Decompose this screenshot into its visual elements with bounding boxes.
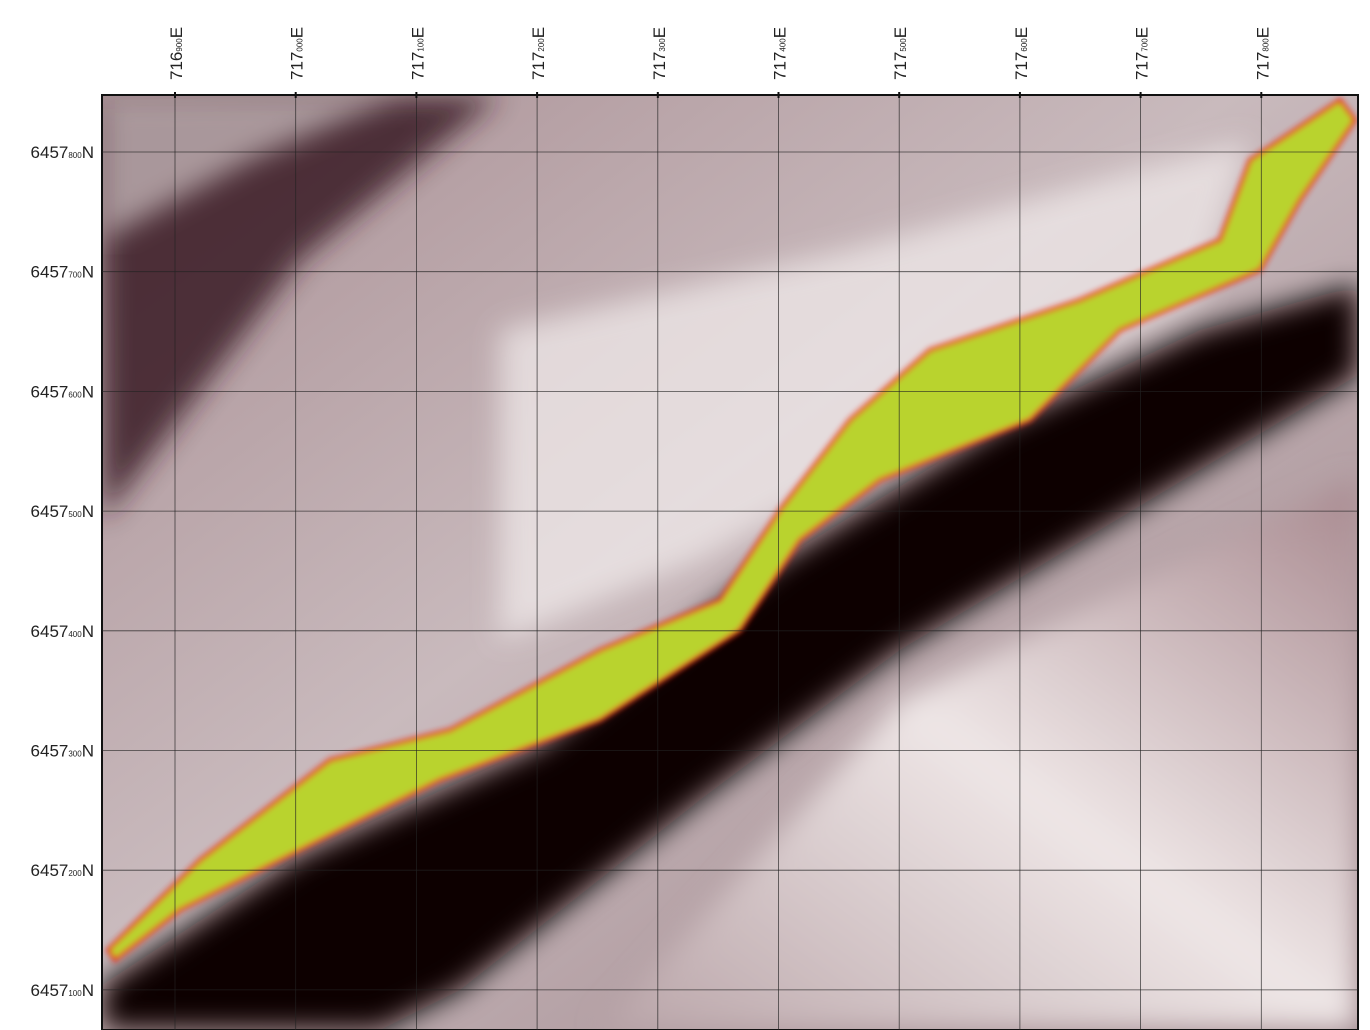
label-main: 717 — [650, 52, 669, 80]
label-main: 6457 — [31, 622, 69, 641]
grid-label: 717300E — [650, 27, 669, 80]
grid-label: 6457300N — [31, 742, 94, 761]
label-sup: 600 — [68, 390, 82, 399]
label-suffix: N — [82, 981, 94, 1000]
label-sup: 800 — [68, 151, 82, 160]
grid-label: 6457500N — [31, 502, 94, 521]
label-suffix: E — [288, 27, 307, 38]
grid-label: 717400E — [771, 27, 790, 80]
label-sup: 800 — [1261, 38, 1270, 52]
label-sup: 200 — [537, 38, 546, 52]
label-suffix: N — [82, 143, 94, 162]
label-main: 717 — [529, 52, 548, 80]
grid-label: 716900E — [167, 27, 186, 80]
label-main: 717 — [408, 52, 427, 80]
label-main: 717 — [891, 52, 910, 80]
label-sup: 300 — [68, 750, 82, 759]
label-main: 6457 — [31, 263, 69, 282]
grid-label: 717800E — [1253, 27, 1272, 80]
label-suffix: E — [1253, 27, 1272, 38]
label-sup: 400 — [68, 630, 82, 639]
label-main: 717 — [1133, 52, 1152, 80]
label-sup: 000 — [296, 38, 305, 52]
label-sup: 600 — [1020, 38, 1029, 52]
label-main: 6457 — [31, 143, 69, 162]
label-sup: 300 — [658, 38, 667, 52]
label-sup: 200 — [68, 869, 82, 878]
label-sup: 500 — [68, 510, 82, 519]
label-sup: 700 — [68, 271, 82, 280]
grid-label: 717000E — [288, 27, 307, 80]
label-sup: 100 — [416, 38, 425, 52]
grid-label: 6457100N — [31, 981, 94, 1000]
label-main: 717 — [771, 52, 790, 80]
label-suffix: E — [1012, 27, 1031, 38]
grid-label: 717700E — [1133, 27, 1152, 80]
label-main: 6457 — [31, 502, 69, 521]
label-suffix: E — [771, 27, 790, 38]
label-suffix: E — [408, 27, 427, 38]
grid-label: 6457200N — [31, 861, 94, 880]
label-suffix: N — [82, 263, 94, 282]
label-sup: 400 — [779, 38, 788, 52]
grid: 716900E717000E717100E717200E717300E71740… — [31, 27, 1358, 1030]
map-frame — [101, 94, 1359, 1030]
label-suffix: N — [82, 502, 94, 521]
grid-label: 717100E — [408, 27, 427, 80]
label-sup: 900 — [175, 38, 184, 52]
label-main: 6457 — [31, 742, 69, 761]
label-main: 717 — [1253, 52, 1272, 80]
label-main: 716 — [167, 52, 186, 80]
grid-label: 717200E — [529, 27, 548, 80]
grid-label: 6457700N — [31, 263, 94, 282]
label-main: 6457 — [31, 861, 69, 880]
label-main: 717 — [288, 52, 307, 80]
label-main: 6457 — [31, 981, 69, 1000]
label-suffix: N — [82, 861, 94, 880]
terrain — [102, 95, 1358, 1030]
grid-label: 6457600N — [31, 382, 94, 401]
label-sup: 100 — [68, 989, 82, 998]
grid-label: 6457400N — [31, 622, 94, 641]
label-suffix: E — [167, 27, 186, 38]
label-main: 6457 — [31, 382, 69, 401]
label-sup: 500 — [899, 38, 908, 52]
grid-label: 6457800N — [31, 143, 94, 162]
grid-label: 717600E — [1012, 27, 1031, 80]
label-suffix: N — [82, 742, 94, 761]
label-suffix: N — [82, 622, 94, 641]
label-suffix: E — [529, 27, 548, 38]
label-sup: 700 — [1141, 38, 1150, 52]
label-suffix: N — [82, 382, 94, 401]
label-suffix: E — [891, 27, 910, 38]
grid-label: 717500E — [891, 27, 910, 80]
label-main: 717 — [1012, 52, 1031, 80]
label-suffix: E — [650, 27, 669, 38]
label-suffix: E — [1133, 27, 1152, 38]
